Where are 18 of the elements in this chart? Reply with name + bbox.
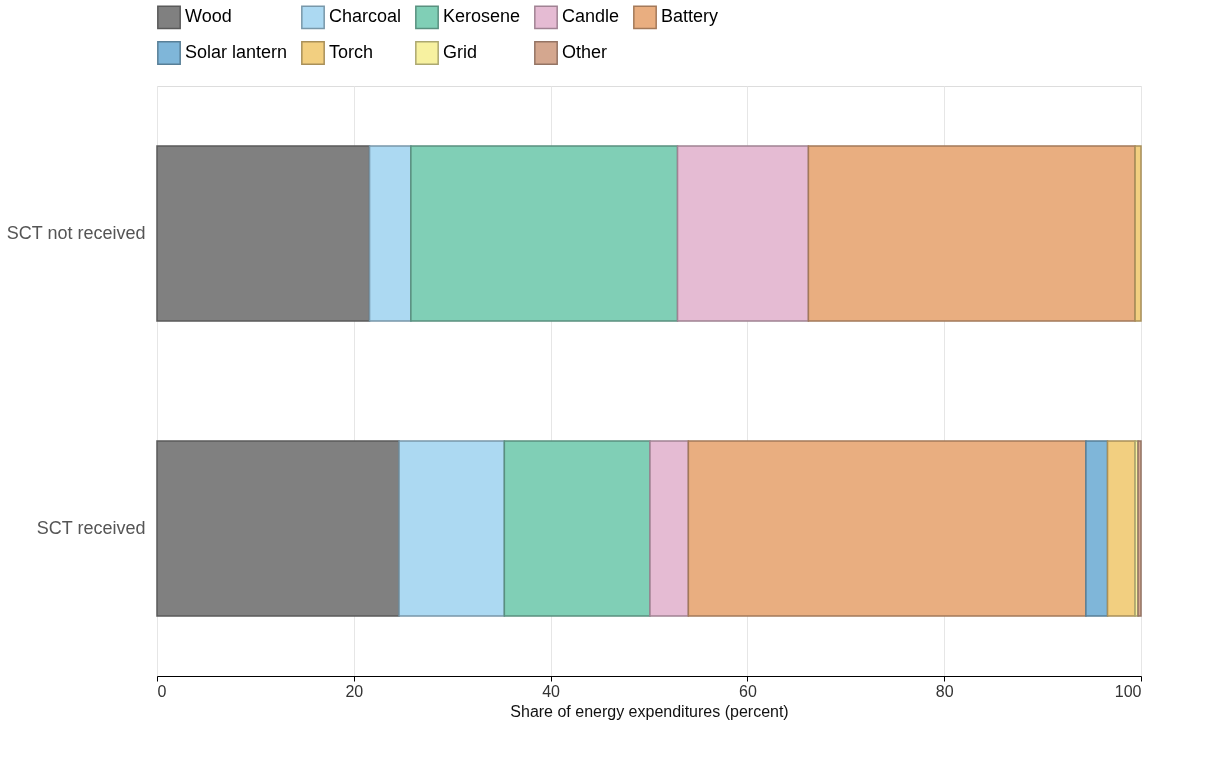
legend-label: Other <box>562 42 608 62</box>
x-tick-label: 40 <box>542 682 561 700</box>
legend-label: Grid <box>443 42 478 62</box>
legend-label: Wood <box>185 6 232 27</box>
x-tick-label: 60 <box>739 682 757 700</box>
x-axis-title: Share of energy expenditures (percent) <box>510 702 789 720</box>
x-tick-label: 20 <box>345 682 364 700</box>
legend-label: Solar lantern <box>185 42 288 62</box>
legend-label: Charcoal <box>329 6 402 27</box>
legend-label: Candle <box>562 6 620 27</box>
y-tick-label: SCT received <box>36 517 146 538</box>
x-tick-label: 0 <box>157 682 167 700</box>
legend-label: Torch <box>329 42 374 62</box>
y-tick-label: SCT not received <box>6 222 146 243</box>
legend-label: Kerosene <box>443 6 521 27</box>
x-tick-label: 80 <box>935 682 954 700</box>
x-tick-label: 100 <box>1114 682 1142 700</box>
legend-label: Battery <box>661 6 719 27</box>
